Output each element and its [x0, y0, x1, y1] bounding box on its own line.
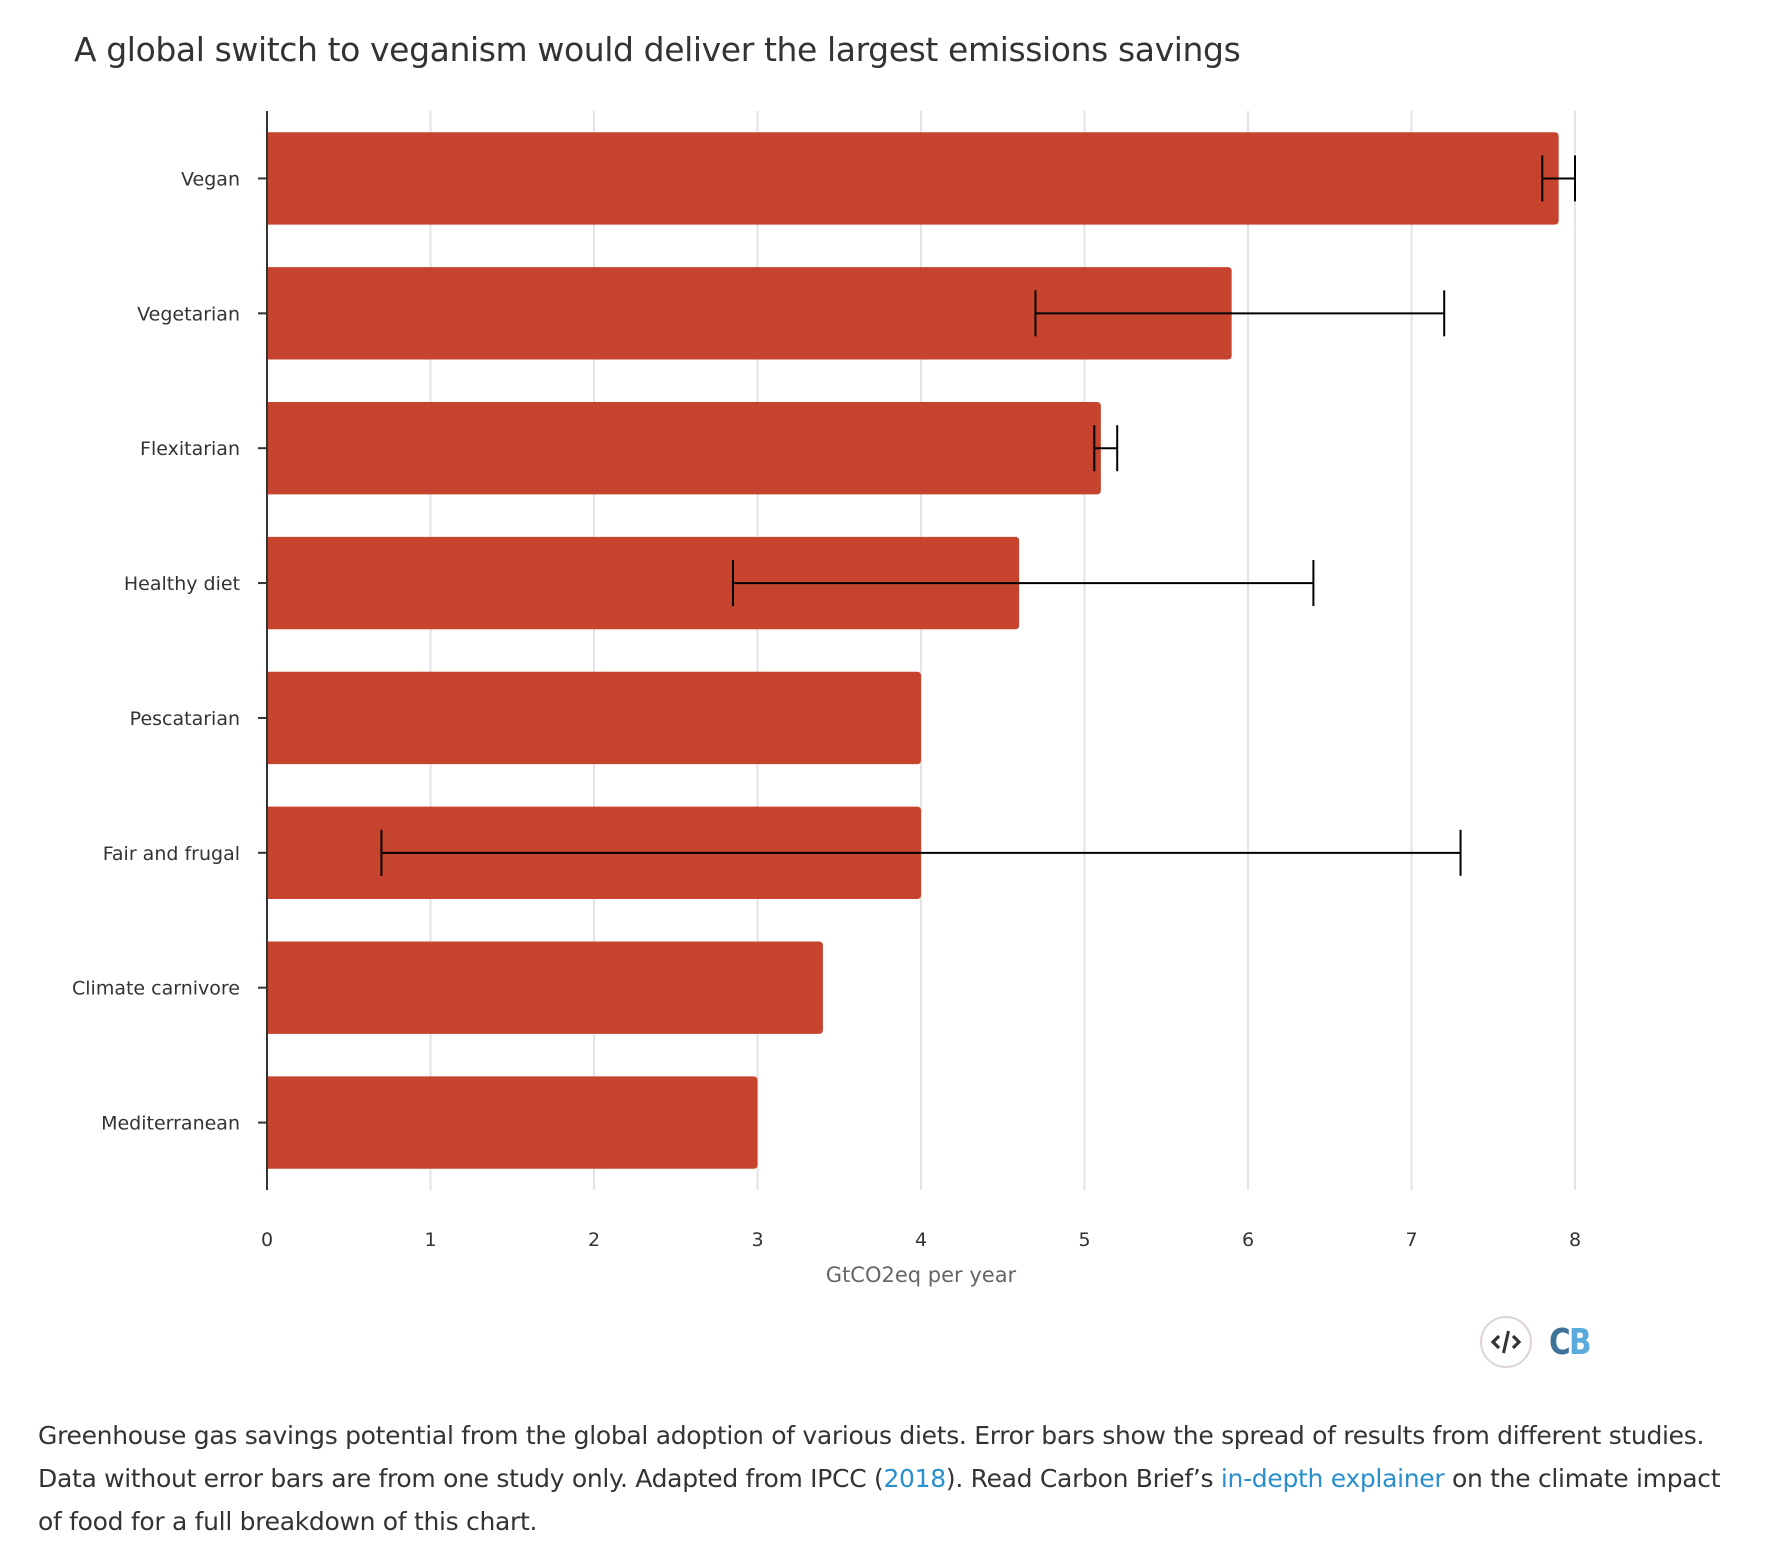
x-tick-label: 8	[1569, 1229, 1581, 1251]
error-bar	[1034, 290, 1446, 337]
x-tick-label: 1	[424, 1229, 436, 1251]
error-bar	[1541, 155, 1576, 202]
bar-chart: Vegan Vegetarian Flexitarian Healthy diet Pe…	[72, 111, 1581, 1287]
chart-caption: Greenhouse gas savings potential from th…	[38, 1414, 1738, 1543]
x-tick-label: 2	[588, 1229, 600, 1251]
bar	[267, 1076, 758, 1169]
error-bar	[1093, 425, 1119, 472]
error-bar	[731, 560, 1315, 607]
logo-c: C	[1549, 1321, 1571, 1363]
x-tick-label: 4	[915, 1229, 927, 1251]
x-tick-label: 7	[1405, 1229, 1417, 1251]
bar	[267, 401, 1101, 495]
caption-text-2: ). Read Carbon Brief’s	[945, 1464, 1221, 1493]
error-bars	[380, 155, 1576, 876]
bar	[267, 671, 921, 765]
embed-button[interactable]	[1480, 1316, 1532, 1368]
x-tick-label: 5	[1078, 1229, 1090, 1251]
category-label: Healthy diet	[124, 573, 240, 595]
caption-text-1: Greenhouse gas savings potential from th…	[38, 1421, 1705, 1493]
bar	[267, 536, 1020, 630]
y-axis: Vegan Vegetarian Flexitarian Healthy diet Pe…	[72, 111, 268, 1190]
chart-title: A global switch to veganism would delive…	[74, 30, 1241, 69]
category-label: Vegetarian	[137, 303, 240, 325]
x-tick-label: 3	[751, 1229, 763, 1251]
x-axis: 0 1 2 3 4 5 6 7 8	[261, 1229, 1581, 1251]
in-depth-explainer-link[interactable]: in-depth explainer	[1220, 1464, 1445, 1493]
bar	[267, 267, 1232, 360]
category-label: Mediterranean	[101, 1113, 240, 1135]
bars	[267, 132, 1559, 1169]
bar	[267, 132, 1559, 225]
category-label: Fair and frugal	[103, 843, 240, 865]
error-bar	[380, 829, 1462, 876]
x-tick-label: 0	[261, 1229, 273, 1251]
category-label: Climate carnivore	[72, 978, 240, 1000]
ipcc-2018-link[interactable]: 2018	[883, 1464, 946, 1493]
category-label: Flexitarian	[140, 438, 240, 460]
code-embed-icon	[1491, 1330, 1521, 1354]
logo-area: CB	[1480, 1316, 1599, 1368]
category-label: Vegan	[181, 168, 240, 190]
bar	[267, 941, 823, 1034]
x-tick-label: 6	[1242, 1229, 1254, 1251]
x-axis-title: GtCO2eq per year	[826, 1263, 1017, 1287]
category-label: Pescatarian	[130, 708, 240, 730]
carbon-brief-logo[interactable]: CB	[1549, 1321, 1592, 1363]
caption-text-3: on the climate impact of food for a full…	[38, 1464, 1721, 1536]
logo-b: B	[1569, 1321, 1592, 1363]
